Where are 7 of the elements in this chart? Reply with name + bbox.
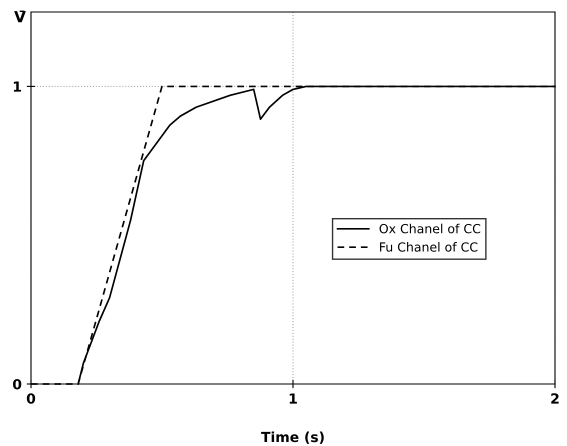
x-tick-label: 2 [551,393,559,404]
x-tick-label: 1 [290,393,297,404]
y-axis-title: V̄ [14,10,26,22]
legend-label: Fu Chanel of CC [380,242,478,252]
legend-label: Ox Chanel of CC [380,224,480,234]
x-axis-title: Time (s) [261,431,324,444]
x-tick-label: 0 [26,393,36,404]
